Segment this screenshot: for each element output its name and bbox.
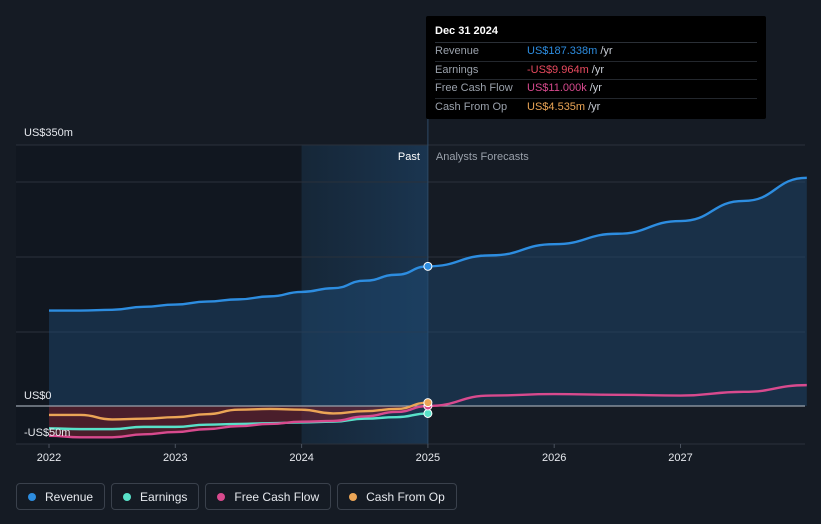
tooltip-date: Dec 31 2024 <box>435 24 757 43</box>
x-tick-label: 2025 <box>416 452 440 464</box>
tooltip-value: US$187.338m <box>527 45 598 57</box>
y-axis-label-top: US$350m <box>24 127 73 139</box>
legend-item-revenue[interactable]: Revenue <box>16 483 106 510</box>
revenue-line <box>49 176 807 312</box>
legend-item-free-cash-flow[interactable]: Free Cash Flow <box>205 483 332 510</box>
tooltip-label: Cash From Op <box>435 100 508 113</box>
earnings-marker <box>423 408 433 418</box>
legend-dot-icon <box>349 492 358 501</box>
tooltip-label: Free Cash Flow <box>435 82 513 94</box>
tooltip-value: US$4.535m <box>527 100 586 113</box>
forecast-label: Analysts Forecasts <box>436 151 529 163</box>
legend-label: Cash From Op <box>366 489 445 504</box>
cash-from-op-marker <box>423 398 433 408</box>
free-cash-flow-line <box>48 383 807 439</box>
legend-dot-icon <box>28 492 36 501</box>
legend-dot-icon <box>123 492 132 501</box>
revenue-marker <box>423 261 433 271</box>
tooltip-label: Revenue <box>435 45 480 57</box>
tooltip-value: US$11.000k <box>527 82 587 94</box>
past-label: Past <box>398 151 420 163</box>
tooltip-row-earnings: Earnings -US$9.964m /yr <box>435 62 757 80</box>
highlight-region <box>301 145 428 444</box>
tooltip-row-revenue: Revenue US$187.338m /yr <box>435 43 757 62</box>
x-tick-label: 2023 <box>163 452 187 464</box>
tooltip-row-free-cash-flow: Free Cash Flow US$11.000k /yr <box>435 80 757 99</box>
x-tick-label: 2022 <box>37 452 61 464</box>
tooltip-unit: /yr <box>588 100 601 113</box>
tooltip-label: Earnings <box>435 63 479 76</box>
tooltip: Dec 31 2024 Revenue US$187.338m /yr Earn… <box>426 16 766 119</box>
legend-label: Free Cash Flow <box>234 489 320 504</box>
legend-dot-icon <box>217 492 226 501</box>
x-tick-label: 2024 <box>289 452 313 464</box>
legend-label: Revenue <box>45 489 94 504</box>
cash-from-op-line <box>49 401 428 421</box>
tooltip-row-cash-from-op: Cash From Op US$4.535m /yr <box>435 99 757 117</box>
past-background <box>16 145 302 444</box>
legend-label: Earnings <box>140 489 188 504</box>
earnings-line <box>48 412 428 431</box>
tooltip-value: -US$9.964m <box>527 63 589 76</box>
tooltip-unit: /yr <box>589 82 602 94</box>
legend: Revenue Earnings Free Cash Flow Cash Fro… <box>16 483 457 512</box>
x-tick-label: 2026 <box>542 452 566 464</box>
tooltip-unit: /yr <box>591 63 604 76</box>
y-axis-label-bottom: -US$50m <box>24 427 70 439</box>
x-tick-label: 2027 <box>668 452 692 464</box>
tooltip-unit: /yr <box>600 45 613 57</box>
legend-item-earnings[interactable]: Earnings <box>111 483 200 510</box>
y-axis-label-zero: US$0 <box>24 390 52 402</box>
legend-item-cash-from-op[interactable]: Cash From Op <box>337 483 457 510</box>
